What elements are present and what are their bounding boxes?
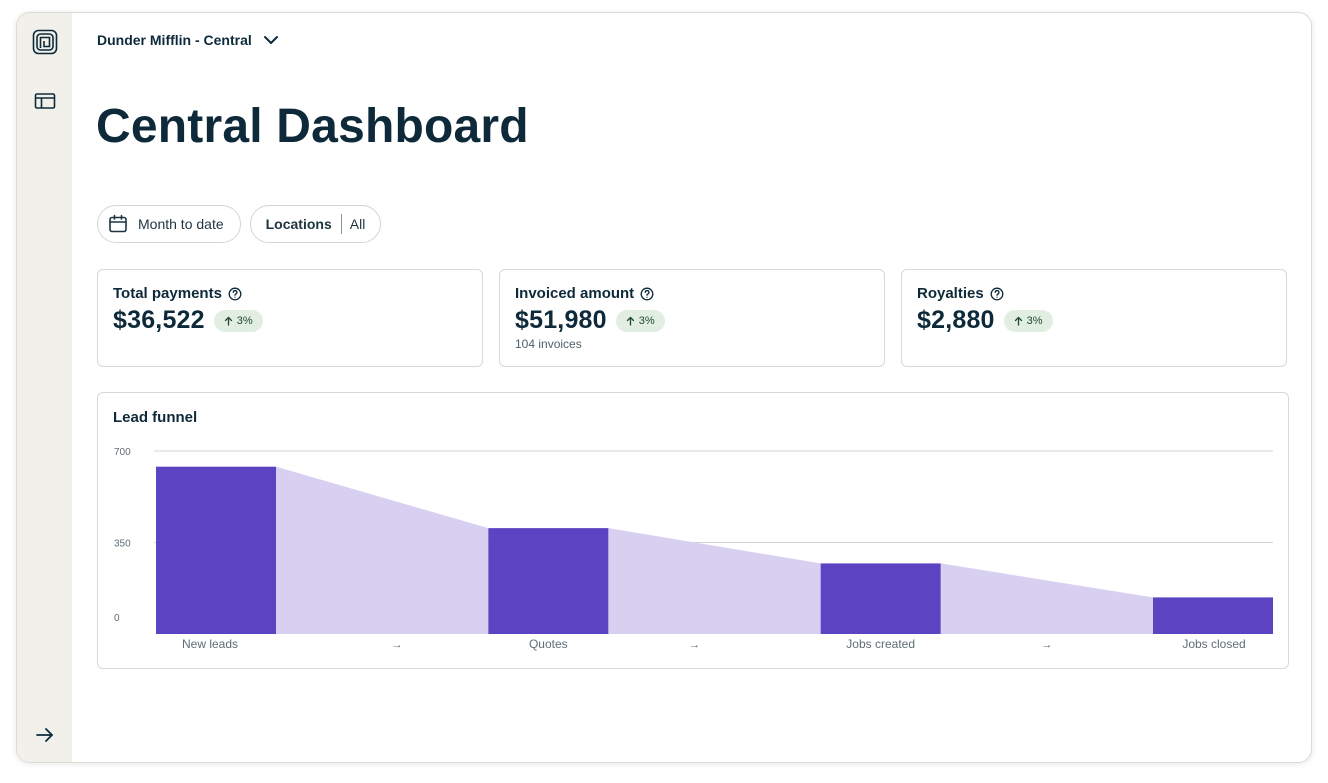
- arrow-up-icon: [1014, 316, 1022, 326]
- locations-value: All: [349, 216, 366, 232]
- date-range-filter[interactable]: Month to date: [97, 205, 241, 243]
- help-icon[interactable]: [990, 287, 1004, 301]
- help-icon[interactable]: [228, 287, 242, 301]
- org-switcher[interactable]: Dunder Mifflin - Central: [97, 32, 280, 48]
- change-value: 3%: [638, 314, 655, 327]
- brand-logo-icon[interactable]: [31, 28, 59, 56]
- x-category-label: New leads: [182, 637, 238, 651]
- change-value: 3%: [1026, 314, 1043, 327]
- funnel-bar: [488, 528, 609, 634]
- x-category-label: Jobs created: [846, 637, 915, 651]
- chart-title: Lead funnel: [113, 409, 198, 426]
- funnel-bar: [156, 466, 276, 634]
- metric-title: Total payments: [113, 285, 222, 302]
- locations-label: Locations: [265, 216, 332, 232]
- metric-value: $2,880: [917, 306, 995, 334]
- y-tick-label: 0: [114, 613, 120, 624]
- side-rail: [17, 13, 72, 762]
- lead-funnel-chart: 0 350 700 New leads Quotes Jobs created Jobs c…: [114, 447, 1273, 651]
- y-tick-label: 700: [114, 447, 131, 458]
- metric-value: $51,980: [515, 306, 607, 334]
- y-tick-label: 350: [114, 539, 131, 550]
- funnel-bar: [1153, 597, 1273, 634]
- date-range-label: Month to date: [138, 216, 224, 232]
- change-badge: 3%: [213, 309, 263, 332]
- metric-cards: Total payments $36,522 3%: [97, 269, 1287, 367]
- chevron-down-icon: [263, 36, 278, 44]
- metric-title: Invoiced amount: [515, 285, 635, 302]
- calendar-icon: [109, 214, 127, 233]
- arrow-right-icon[interactable]: [31, 721, 59, 749]
- funnel-flow-area: [940, 563, 1153, 634]
- help-icon[interactable]: [640, 287, 654, 301]
- metric-value: $36,522: [113, 306, 205, 334]
- main-content: Dunder Mifflin - Central Central Dashboa…: [72, 13, 1311, 762]
- x-category-label: Jobs closed: [1182, 637, 1245, 651]
- metric-subtext: 104 invoices: [515, 337, 582, 351]
- org-name: Dunder Mifflin - Central: [97, 32, 252, 48]
- metric-card-royalties: Royalties $2,880 3%: [901, 269, 1287, 367]
- divider: [340, 214, 342, 234]
- connector-arrow: →: [689, 639, 700, 651]
- funnel-flow-area: [276, 466, 489, 634]
- x-category-label: Quotes: [529, 637, 568, 651]
- change-badge: 3%: [1003, 309, 1053, 332]
- change-value: 3%: [236, 314, 253, 327]
- connector-arrow: →: [392, 639, 403, 651]
- locations-filter[interactable]: Locations All: [249, 205, 382, 243]
- arrow-up-icon: [626, 316, 634, 326]
- funnel-bar: [820, 563, 941, 634]
- funnel-flow-area: [608, 528, 821, 634]
- page-title: Central Dashboard: [96, 100, 529, 153]
- lead-funnel-card: Lead funnel 0 350 700 New leads Quotes Jobs c…: [97, 392, 1289, 669]
- app-window: Dunder Mifflin - Central Central Dashboa…: [16, 12, 1312, 763]
- filter-bar: Month to date Locations All: [97, 205, 382, 243]
- metric-card-total-payments: Total payments $36,522 3%: [97, 269, 483, 367]
- arrow-up-icon: [224, 316, 232, 326]
- metric-title: Royalties: [917, 285, 984, 302]
- sidebar-panel-icon[interactable]: [31, 87, 59, 115]
- change-badge: 3%: [615, 309, 665, 332]
- metric-card-invoiced-amount: Invoiced amount $51,980 3% 104 invoices: [499, 269, 885, 367]
- connector-arrow: →: [1041, 639, 1052, 651]
